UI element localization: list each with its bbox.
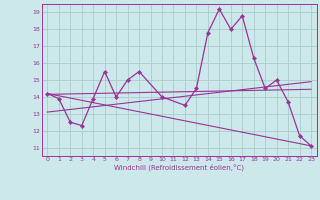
- X-axis label: Windchill (Refroidissement éolien,°C): Windchill (Refroidissement éolien,°C): [114, 164, 244, 171]
